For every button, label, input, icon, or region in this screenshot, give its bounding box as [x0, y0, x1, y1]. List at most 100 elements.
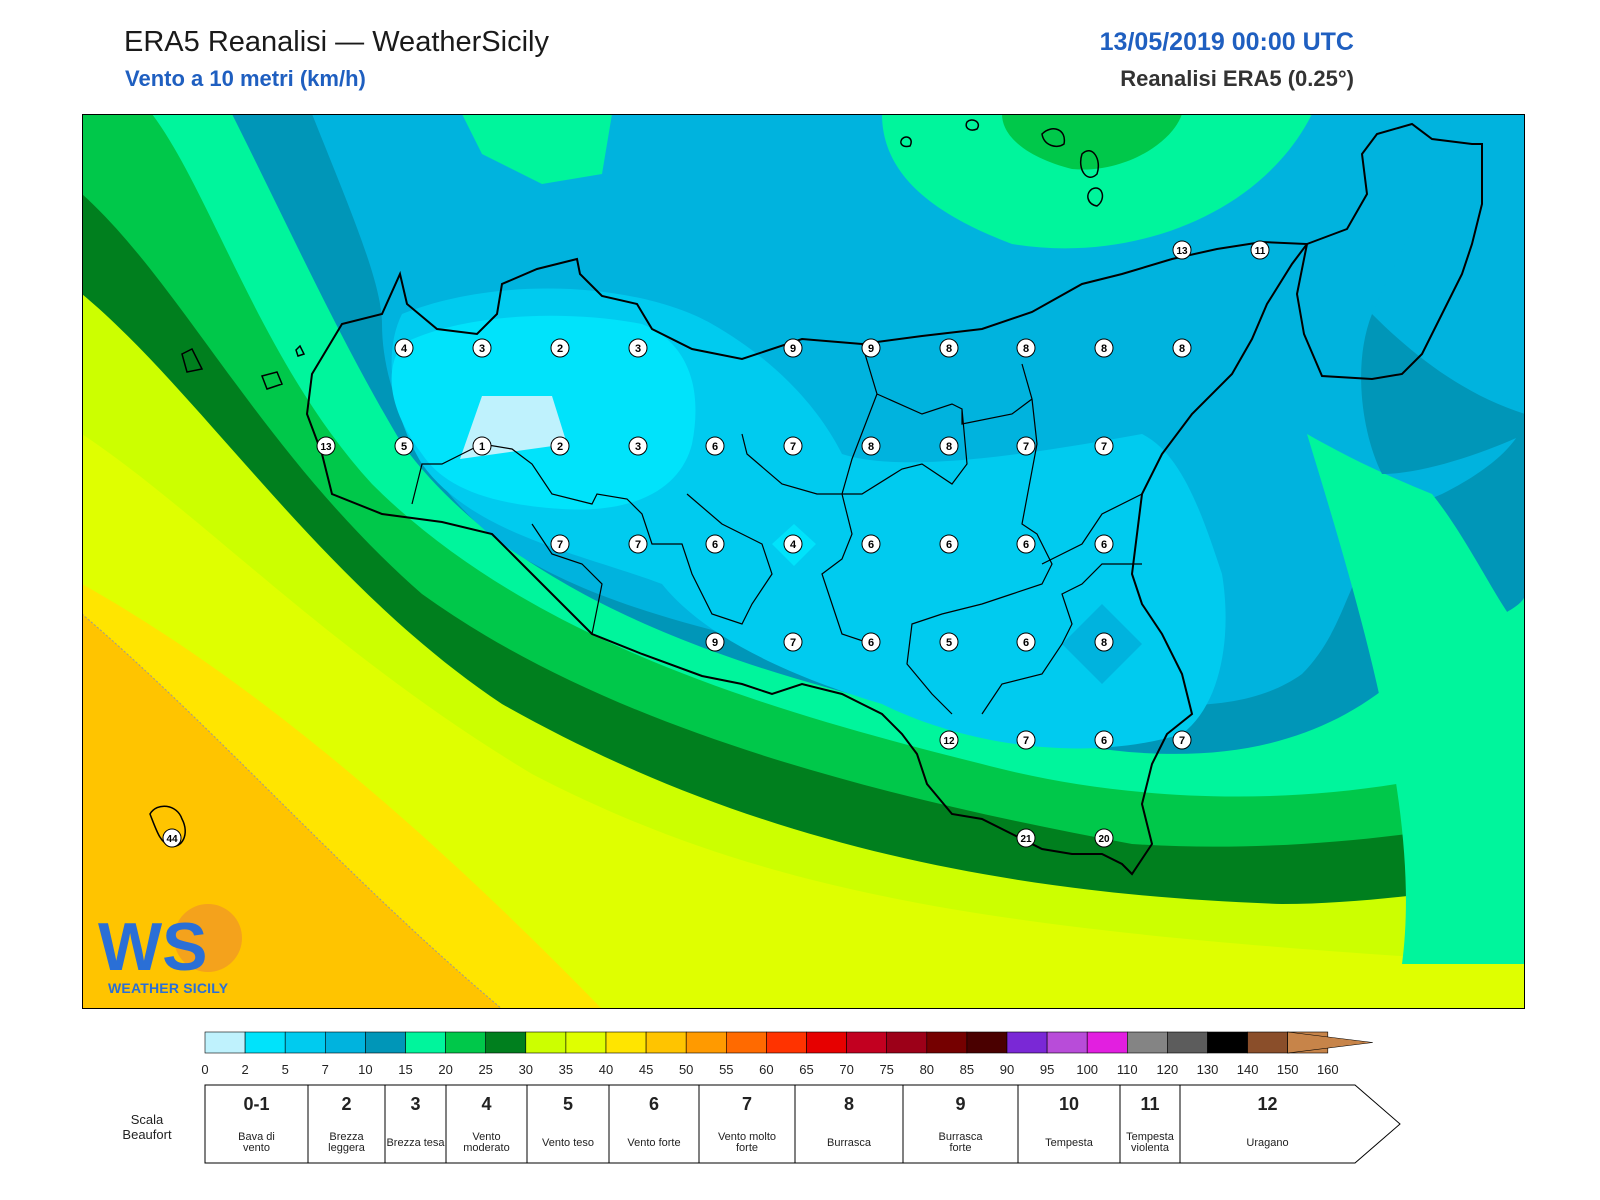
- svg-text:Tempesta: Tempesta: [1045, 1137, 1094, 1149]
- svg-text:8: 8: [844, 1094, 854, 1114]
- wind-speed-label: 7: [783, 436, 803, 456]
- wind-speed-label: 7: [1016, 436, 1036, 456]
- logo-name: WEATHER SICILY: [108, 980, 229, 996]
- svg-text:2: 2: [557, 441, 563, 453]
- wind-speed-label: 8: [939, 436, 959, 456]
- color-scale-tick: 110: [1117, 1062, 1138, 1077]
- svg-text:2: 2: [341, 1094, 351, 1114]
- color-scale-swatch: [725, 1031, 767, 1054]
- beaufort-level: 6 Vento forte: [608, 1084, 700, 1164]
- svg-text:8: 8: [1023, 343, 1029, 355]
- wind-speed-label: 6: [861, 534, 881, 554]
- color-scale-tick: 85: [960, 1062, 974, 1077]
- wind-speed-label: 1: [472, 436, 492, 456]
- svg-text:9: 9: [955, 1094, 965, 1114]
- svg-text:13: 13: [1176, 246, 1188, 257]
- wind-speed-label: 8: [1172, 338, 1192, 358]
- svg-text:Burrasca: Burrasca: [938, 1131, 983, 1143]
- svg-text:13: 13: [320, 442, 332, 453]
- map-datetime: 13/05/2019 00:00 UTC: [1099, 28, 1354, 56]
- color-scale-swatch: [846, 1031, 887, 1054]
- color-scale-swatch: [1086, 1031, 1128, 1054]
- svg-text:Burrasca: Burrasca: [827, 1137, 872, 1149]
- svg-text:6: 6: [649, 1094, 659, 1114]
- color-scale-swatch: [926, 1031, 968, 1054]
- ustica-lipari-islands: [900, 119, 1104, 207]
- svg-text:7: 7: [790, 441, 796, 453]
- color-scale-tick: 70: [839, 1062, 853, 1077]
- svg-text:4: 4: [790, 539, 797, 551]
- svg-text:leggera: leggera: [328, 1142, 366, 1154]
- color-scale-tick: 0: [201, 1062, 208, 1077]
- svg-text:3: 3: [479, 343, 485, 355]
- wind-speed-label: 21: [1016, 828, 1036, 848]
- province-borders: [411, 343, 1143, 715]
- svg-text:9: 9: [712, 637, 718, 649]
- wind-speed-label: 5: [394, 436, 414, 456]
- patch-northeast-green: [882, 114, 1312, 249]
- svg-text:6: 6: [1023, 637, 1029, 649]
- svg-text:6: 6: [1023, 539, 1029, 551]
- svg-text:8: 8: [868, 441, 874, 453]
- color-scale-swatch: [1247, 1031, 1288, 1054]
- svg-text:Vento forte: Vento forte: [627, 1137, 680, 1149]
- color-scale-swatch: [1046, 1031, 1088, 1054]
- svg-text:6: 6: [712, 441, 718, 453]
- wind-speed-label: 44: [162, 828, 182, 848]
- beaufort-level: 5 Vento teso: [526, 1084, 610, 1164]
- svg-text:9: 9: [868, 343, 874, 355]
- svg-text:7: 7: [1023, 441, 1029, 453]
- svg-text:5: 5: [401, 441, 407, 453]
- wind-speed-label: 6: [705, 534, 725, 554]
- wind-speed-label: 2: [550, 338, 570, 358]
- color-scale-swatch: [405, 1031, 446, 1054]
- wind-speed-label: 5: [939, 632, 959, 652]
- data-source: Reanalisi ERA5 (0.25°): [1120, 66, 1354, 91]
- wind-speed-label: 7: [550, 534, 570, 554]
- patch-northeast-darkgreen: [1002, 114, 1182, 170]
- pantelleria-island: [149, 805, 186, 848]
- wind-speed-label: 8: [1094, 632, 1114, 652]
- svg-text:7: 7: [742, 1094, 752, 1114]
- svg-text:6: 6: [868, 637, 874, 649]
- svg-text:11: 11: [1255, 246, 1266, 257]
- color-scale-tick: 30: [519, 1062, 533, 1077]
- svg-text:forte: forte: [949, 1142, 971, 1154]
- wind-speed-label: 4: [783, 534, 803, 554]
- color-scale-swatch: [445, 1031, 487, 1054]
- wind-speed-label: 7: [1016, 730, 1036, 750]
- color-scale-arrow: [1287, 1031, 1373, 1054]
- wind-speed-label: 9: [705, 632, 725, 652]
- color-scale-swatch: [365, 1031, 406, 1054]
- color-scale-tick: 35: [559, 1062, 573, 1077]
- svg-text:Vento: Vento: [472, 1131, 500, 1143]
- svg-text:Tempesta: Tempesta: [1126, 1131, 1175, 1143]
- svg-text:Brezza: Brezza: [329, 1131, 364, 1143]
- wind-speed-label: 6: [861, 632, 881, 652]
- color-scale-swatch: [1207, 1031, 1248, 1054]
- wind-speed-label: 6: [1016, 632, 1036, 652]
- map-subtitle: Vento a 10 metri (km/h): [125, 66, 366, 91]
- color-scale-tick: 50: [679, 1062, 693, 1077]
- color-scale-tick: 140: [1237, 1062, 1259, 1077]
- beaufort-level: 12 Uragano: [1179, 1084, 1401, 1164]
- color-scale-swatch: [886, 1031, 928, 1054]
- svg-text:violenta: violenta: [1131, 1142, 1170, 1154]
- wind-speed-label: 7: [628, 534, 648, 554]
- sun-icon: [174, 904, 242, 972]
- svg-text:vento: vento: [243, 1142, 270, 1154]
- svg-text:7: 7: [1023, 735, 1029, 747]
- svg-text:3: 3: [410, 1094, 420, 1114]
- beaufort-level: 3 Brezza tesa: [384, 1084, 447, 1164]
- wind-speed-label: 7: [1094, 436, 1114, 456]
- beaufort-level: 10 Tempesta: [1017, 1084, 1121, 1164]
- wind-speed-label: 12: [939, 730, 959, 750]
- wind-speed-legend: 0 2 5 7 10 15 20 25 30 35 40 45 50 55 60 65 70 75 80 85 90 95…: [201, 1031, 1401, 1164]
- svg-text:7: 7: [1179, 735, 1185, 747]
- svg-text:12: 12: [943, 736, 955, 747]
- color-scale-tick: 25: [478, 1062, 492, 1077]
